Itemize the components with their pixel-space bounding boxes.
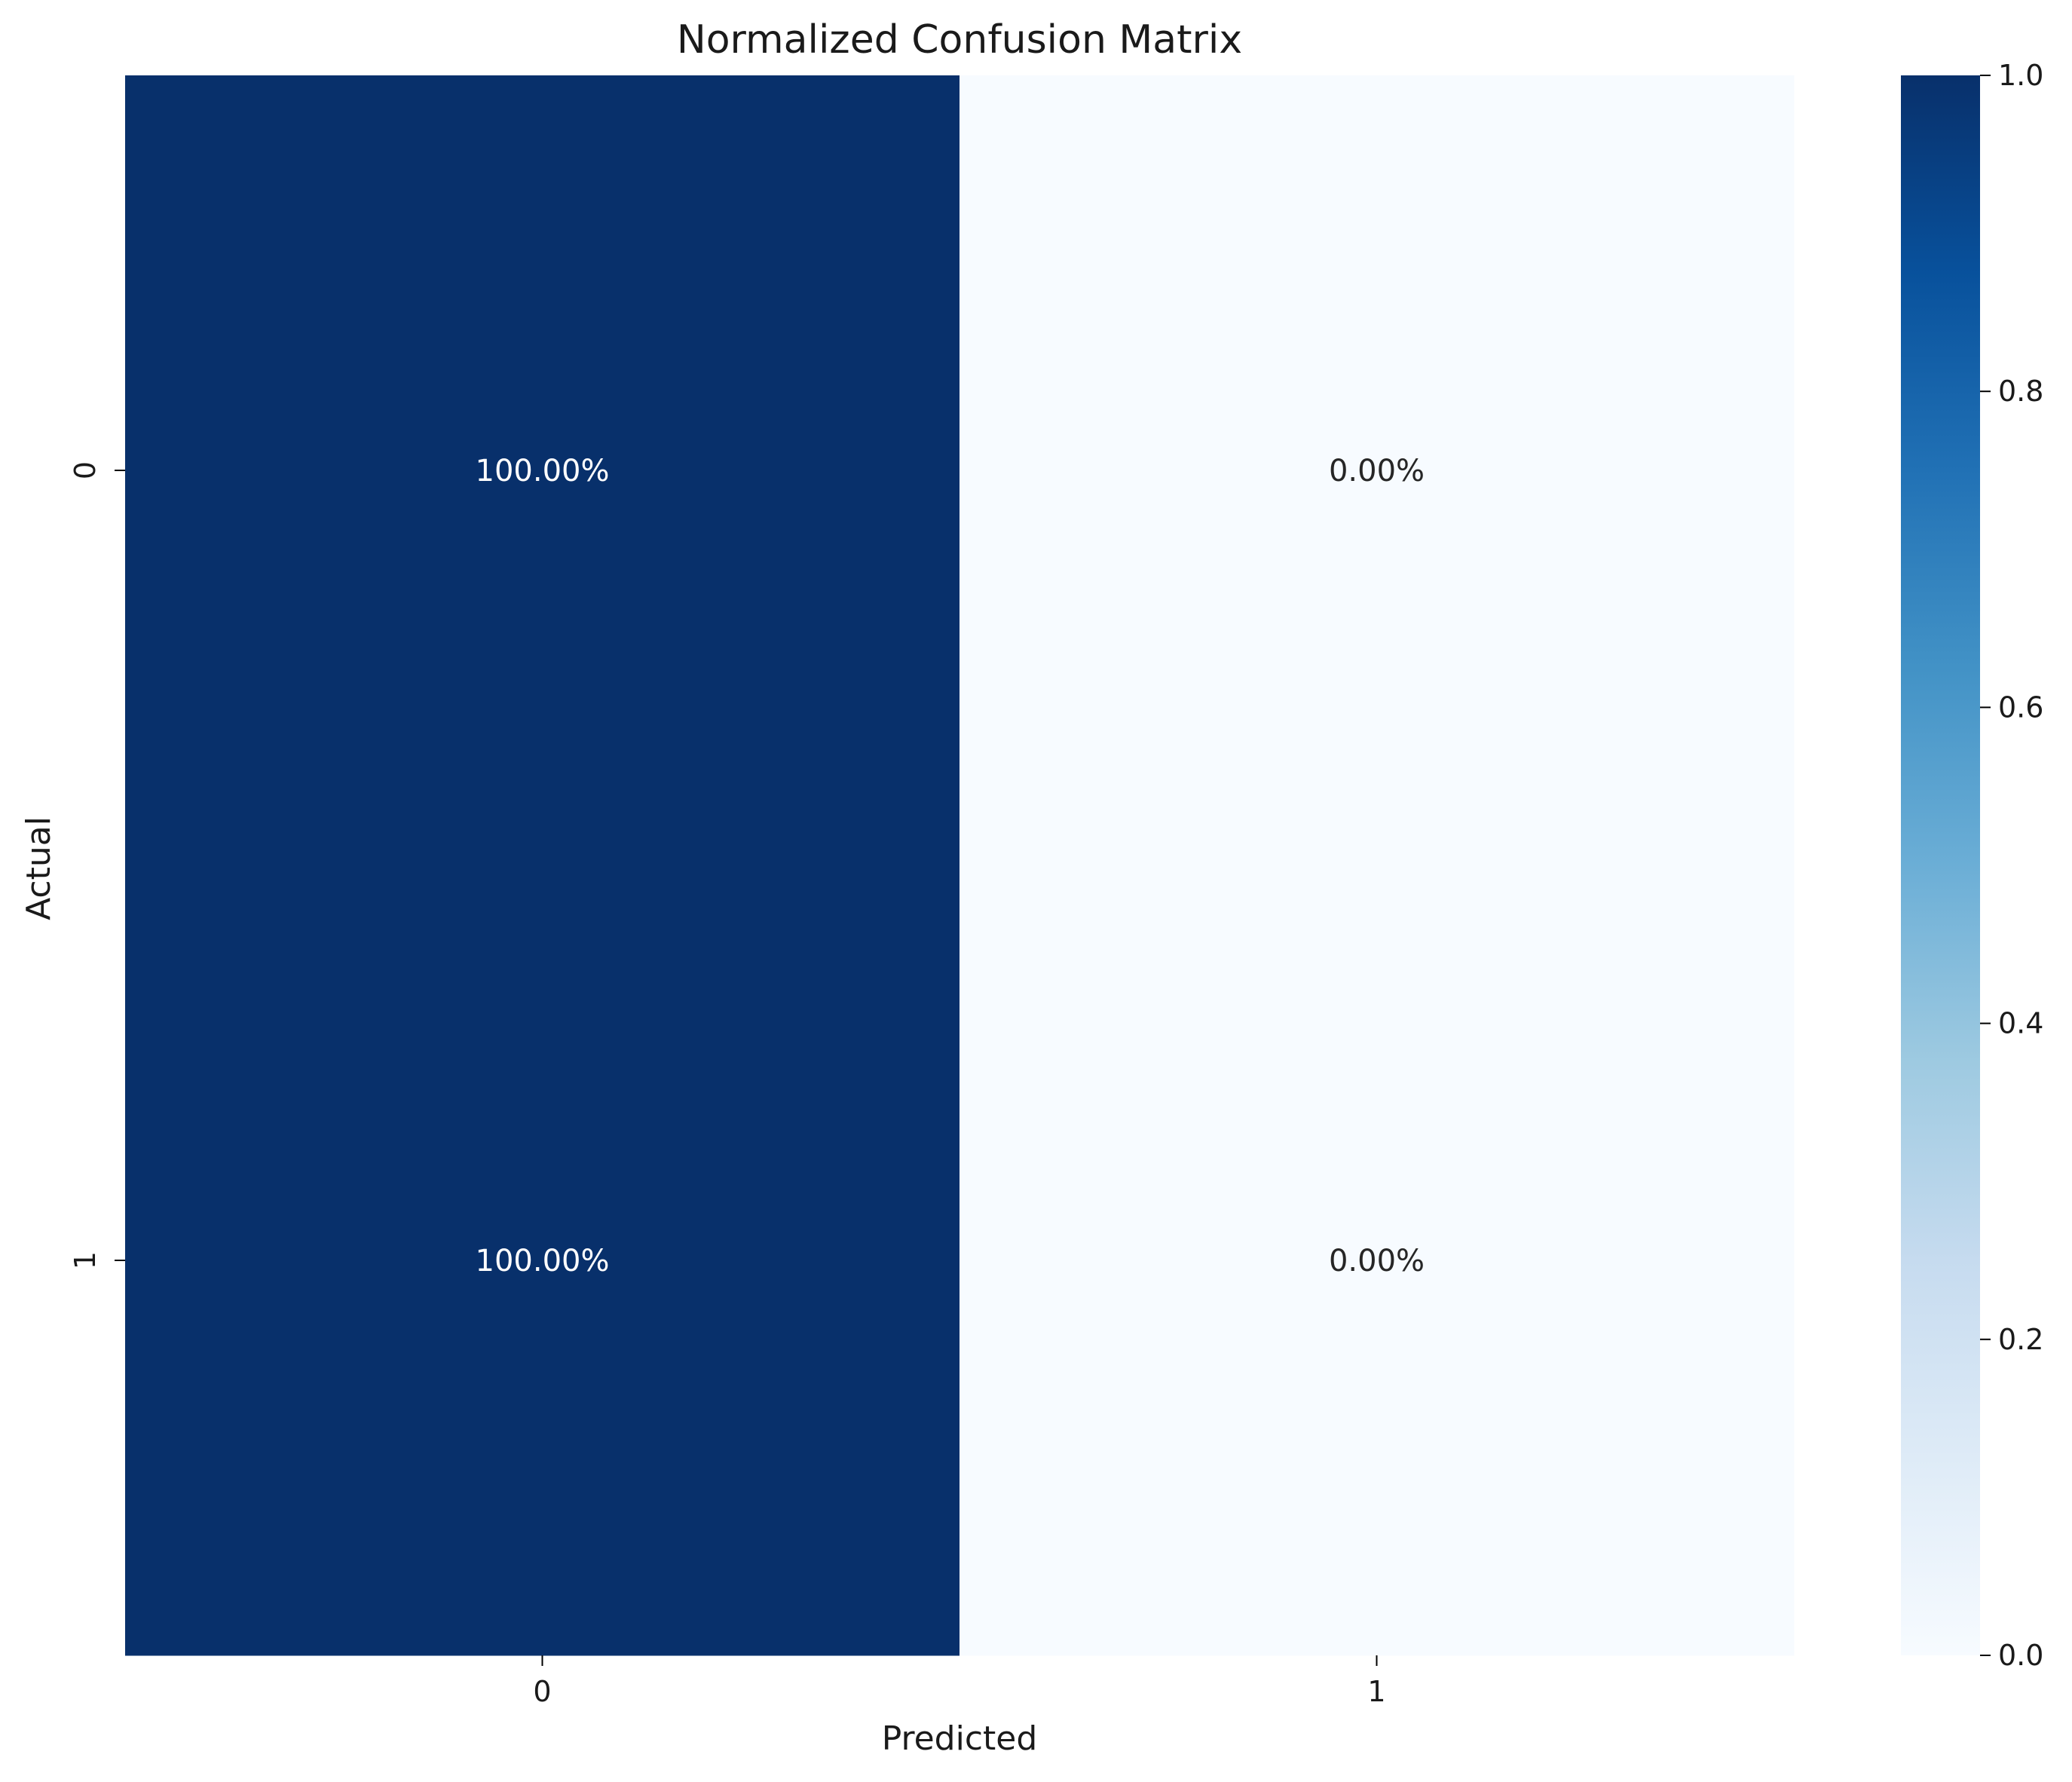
cell-annotation: 100.00% [476,454,610,488]
heatmap-cell [125,75,960,866]
heatmap-cell [125,865,960,1656]
y-tick-label: 1 [69,1251,102,1269]
cell-annotation: 0.00% [1329,1244,1425,1278]
colorbar-tick-label: 0.2 [1998,1323,2043,1356]
x-axis-label: Predicted [882,1719,1038,1758]
heatmap-cells [125,75,1795,1656]
colorbar-tick-label: 0.8 [1998,375,2043,408]
heatmap-cell [959,75,1795,866]
colorbar-tick-label: 0.6 [1998,690,2043,724]
x-tick-label: 0 [533,1675,551,1708]
colorbar [1901,75,1980,1655]
chart-title: Normalized Confusion Matrix [677,17,1242,63]
colorbar-tick-label: 0.4 [1998,1007,2043,1040]
heatmap-cell [959,865,1795,1656]
cell-annotation: 100.00% [476,1244,610,1278]
colorbar-ticks: 0.0 0.2 0.4 0.6 0.8 1.0 [1980,59,2043,1672]
y-axis-label: Actual [20,816,58,920]
cell-annotation: 0.00% [1329,454,1425,488]
colorbar-tick-label: 0.0 [1998,1639,2043,1672]
cell-annotations: 100.00% 0.00% 100.00% 0.00% [476,454,1425,1278]
colorbar-tick-label: 1.0 [1998,59,2043,92]
y-axis-ticks: 01 [69,461,125,1269]
y-tick-label: 0 [69,461,102,479]
x-tick-label: 1 [1367,1675,1385,1708]
